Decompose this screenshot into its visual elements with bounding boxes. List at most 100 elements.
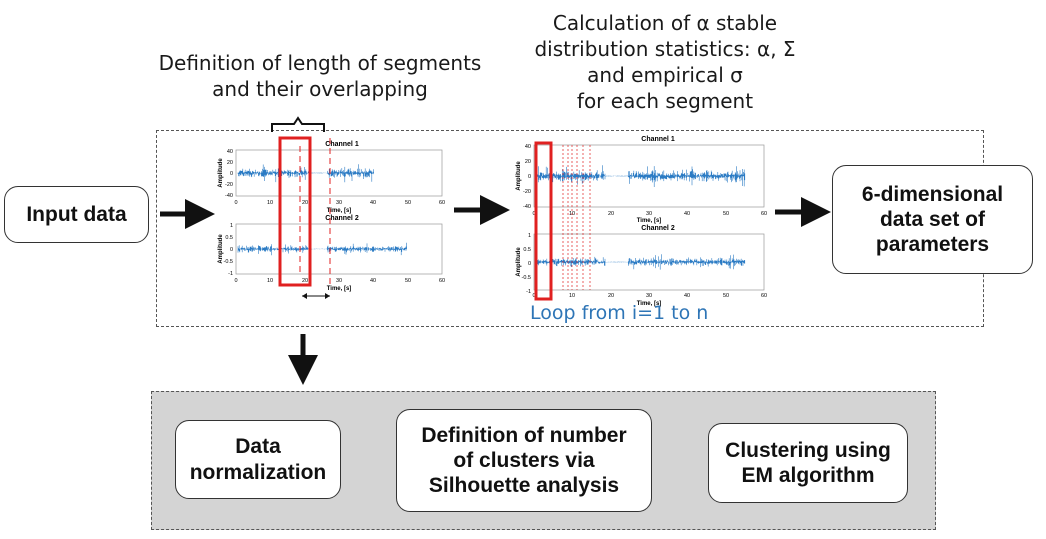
dataset-label-line1: 6-dimensional <box>861 182 1004 206</box>
plot1-ch1-xtick-4: 40 <box>370 200 376 206</box>
segments-label-line1: Definition of length of segments <box>158 51 482 75</box>
plot2-ch2-yticks: 1 0.5 0 -0.5 -1 <box>522 233 531 295</box>
loop-label: Loop from i=1 to n <box>530 302 709 324</box>
plot1-ch2-yticks: 1 0.5 0 -0.5 -1 <box>224 223 233 277</box>
plot2-ch2-xticks: 0 10 20 30 40 50 60 <box>532 293 767 299</box>
stats-label-line2: distribution statistics: α, Σ <box>534 37 796 61</box>
plot1-ch1-ytick-4: -40 <box>225 193 233 199</box>
plot1-ch1-ylabel: Amplitude <box>218 158 224 188</box>
input-data-label: Input data <box>26 202 127 226</box>
plot1-ch2-xtick-1: 10 <box>267 278 273 284</box>
plot1-ch1-signal <box>237 164 374 183</box>
plot2-ch2-xtick-4: 40 <box>684 293 690 299</box>
normalization-label-line1: Data <box>235 435 281 459</box>
plot2-ch2-xtick-1: 10 <box>569 293 575 299</box>
plot1-ch1-xtick-6: 60 <box>439 200 445 206</box>
plot1-ch1-xtick-2: 20 <box>302 200 308 206</box>
input-data-box: Input data <box>4 186 149 243</box>
plot2-ch1-xtick-3: 30 <box>646 211 652 217</box>
stats-label: Calculation of α stable distribution sta… <box>500 10 830 114</box>
segments-label: Definition of length of segments and the… <box>150 50 490 102</box>
plot2-ch2-title: Channel 2 <box>641 225 675 232</box>
plot2-ch1-xtick-5: 50 <box>723 211 729 217</box>
plot1-ch2-signal <box>237 242 407 256</box>
plot2-ch2-xtick-3: 30 <box>646 293 652 299</box>
plot1-ch2-ytick-1: 0.5 <box>225 235 233 241</box>
plot1-ch2-xtick-3: 30 <box>336 278 342 284</box>
plot1-ch2-ytick-3: -0.5 <box>224 259 233 265</box>
dataset-box: 6-dimensional data set of parameters <box>832 165 1033 274</box>
normalization-label-line2: normalization <box>189 460 327 484</box>
plot2-ch1-xtick-0: 0 <box>532 211 535 217</box>
plot2-ch1-xtick-4: 40 <box>684 211 690 217</box>
plot2-ch1-ytick-4: -40 <box>523 204 531 210</box>
stats-label-line4: for each segment <box>576 89 754 113</box>
plot2-ch2-ylabel: Amplitude <box>516 247 522 277</box>
plot1-ch2-xticks: 0 10 20 30 40 50 60 <box>234 278 445 284</box>
em-clustering-label-line1: Clustering using <box>725 438 891 462</box>
plot1-ch2-xtick-2: 20 <box>302 278 308 284</box>
plot1-ch2-xtick-4: 40 <box>370 278 376 284</box>
plot1-ch1-ytick-3: -20 <box>225 182 233 188</box>
plot1-ch1-xticks: 0 10 20 30 40 50 60 <box>234 200 445 206</box>
plot1-ch1-ytick-0: 40 <box>227 149 233 155</box>
plot2-ch1-ylabel: Amplitude <box>516 161 522 191</box>
em-clustering-label-line2: EM algorithm <box>741 464 875 487</box>
plot1-ch2-xlabel: Time, [s] <box>327 286 352 292</box>
overlap-arrowhead-left <box>302 293 307 299</box>
plot2-ch1-ytick-1: 20 <box>525 159 531 165</box>
dataset-label-line3: parameters <box>875 233 990 257</box>
plot1-ch1-xlabel: Time, [s] <box>327 208 352 214</box>
plot2-ch1-xtick-6: 60 <box>761 211 767 217</box>
segment-plot: Channel 1 40 20 0 -20 -40 Amplitude 0 10… <box>218 136 445 299</box>
em-clustering-box: Clustering using EM algorithm <box>708 423 908 503</box>
plot1-ch2-xtick-0: 0 <box>234 278 237 284</box>
plot2-ch2-xtick-2: 20 <box>608 293 614 299</box>
plot1-ch1-yticks: 40 20 0 -20 -40 <box>225 149 233 199</box>
plot1-ch1-xtick-0: 0 <box>234 200 237 206</box>
plot1-ch1-ytick-1: 20 <box>227 160 233 166</box>
dataset-label-line2: data set of <box>879 207 986 231</box>
plot2-ch2-ytick-3: -0.5 <box>522 275 531 281</box>
stats-label-line3: and empirical σ <box>587 63 743 87</box>
plot2-ch2-ytick-1: 0.5 <box>523 247 531 253</box>
segment-highlight-box <box>278 136 312 287</box>
plot2-ch2-xlabel: Time, [s] <box>637 301 662 307</box>
statistics-plot: Channel 1 40 20 0 -20 -40 Amplitude 0 10… <box>516 136 767 307</box>
plot2-ch2-xtick-0: 0 <box>532 293 535 299</box>
plot1-ch2-ylabel: Amplitude <box>218 234 224 264</box>
plot2-ch1-xlabel: Time, [s] <box>637 218 662 224</box>
plot1-ch2-ytick-4: -1 <box>228 271 233 277</box>
plot1-ch1-xtick-1: 10 <box>267 200 273 206</box>
cluster-count-label-line3: Silhouette analysis <box>428 474 620 498</box>
segment-brace <box>271 116 325 132</box>
plot2-segment-dashes <box>562 145 591 290</box>
plot2-ch1-ytick-3: -20 <box>523 189 531 195</box>
plot2-ch1-xtick-2: 20 <box>608 211 614 217</box>
plot2-ch2-ytick-0: 1 <box>528 233 531 239</box>
cluster-count-box: Definition of number of clusters via Sil… <box>396 409 652 512</box>
plot1-ch1-title: Channel 1 <box>325 141 359 148</box>
segments-label-line2: and their overlapping <box>212 77 428 101</box>
plot1-ch2-trace <box>237 242 407 256</box>
overlap-arrowhead-right <box>325 293 330 299</box>
plot1-ch2-ytick-0: 1 <box>230 223 233 229</box>
plot1-ch1-xtick-3: 30 <box>336 200 342 206</box>
stats-label-line1: Calculation of α stable <box>552 11 778 35</box>
cluster-count-label-line1: Definition of number <box>421 423 627 447</box>
plot2-ch2-xtick-5: 50 <box>723 293 729 299</box>
plot1-ch2-ytick-2: 0 <box>230 247 233 253</box>
plot1-ch2-xtick-5: 50 <box>405 278 411 284</box>
plot2-ch2-ytick-2: 0 <box>528 261 531 267</box>
plot2-ch1-title: Channel 1 <box>641 136 675 143</box>
plot2-ch1-ytick-2: 0 <box>528 174 531 180</box>
plot1-ch1-ytick-2: 0 <box>230 171 233 177</box>
plot2-ch1-ytick-0: 40 <box>525 144 531 150</box>
plot2-segment-highlight-box <box>534 141 553 301</box>
normalization-box: Data normalization <box>175 420 341 499</box>
plot1-ch1-xtick-5: 50 <box>405 200 411 206</box>
cluster-count-label-line2: of clusters via <box>453 448 595 472</box>
plot1-ch2-xtick-6: 60 <box>439 278 445 284</box>
plot1-ch1-trace <box>237 164 374 183</box>
plot2-ch2-ytick-4: -1 <box>526 289 531 295</box>
